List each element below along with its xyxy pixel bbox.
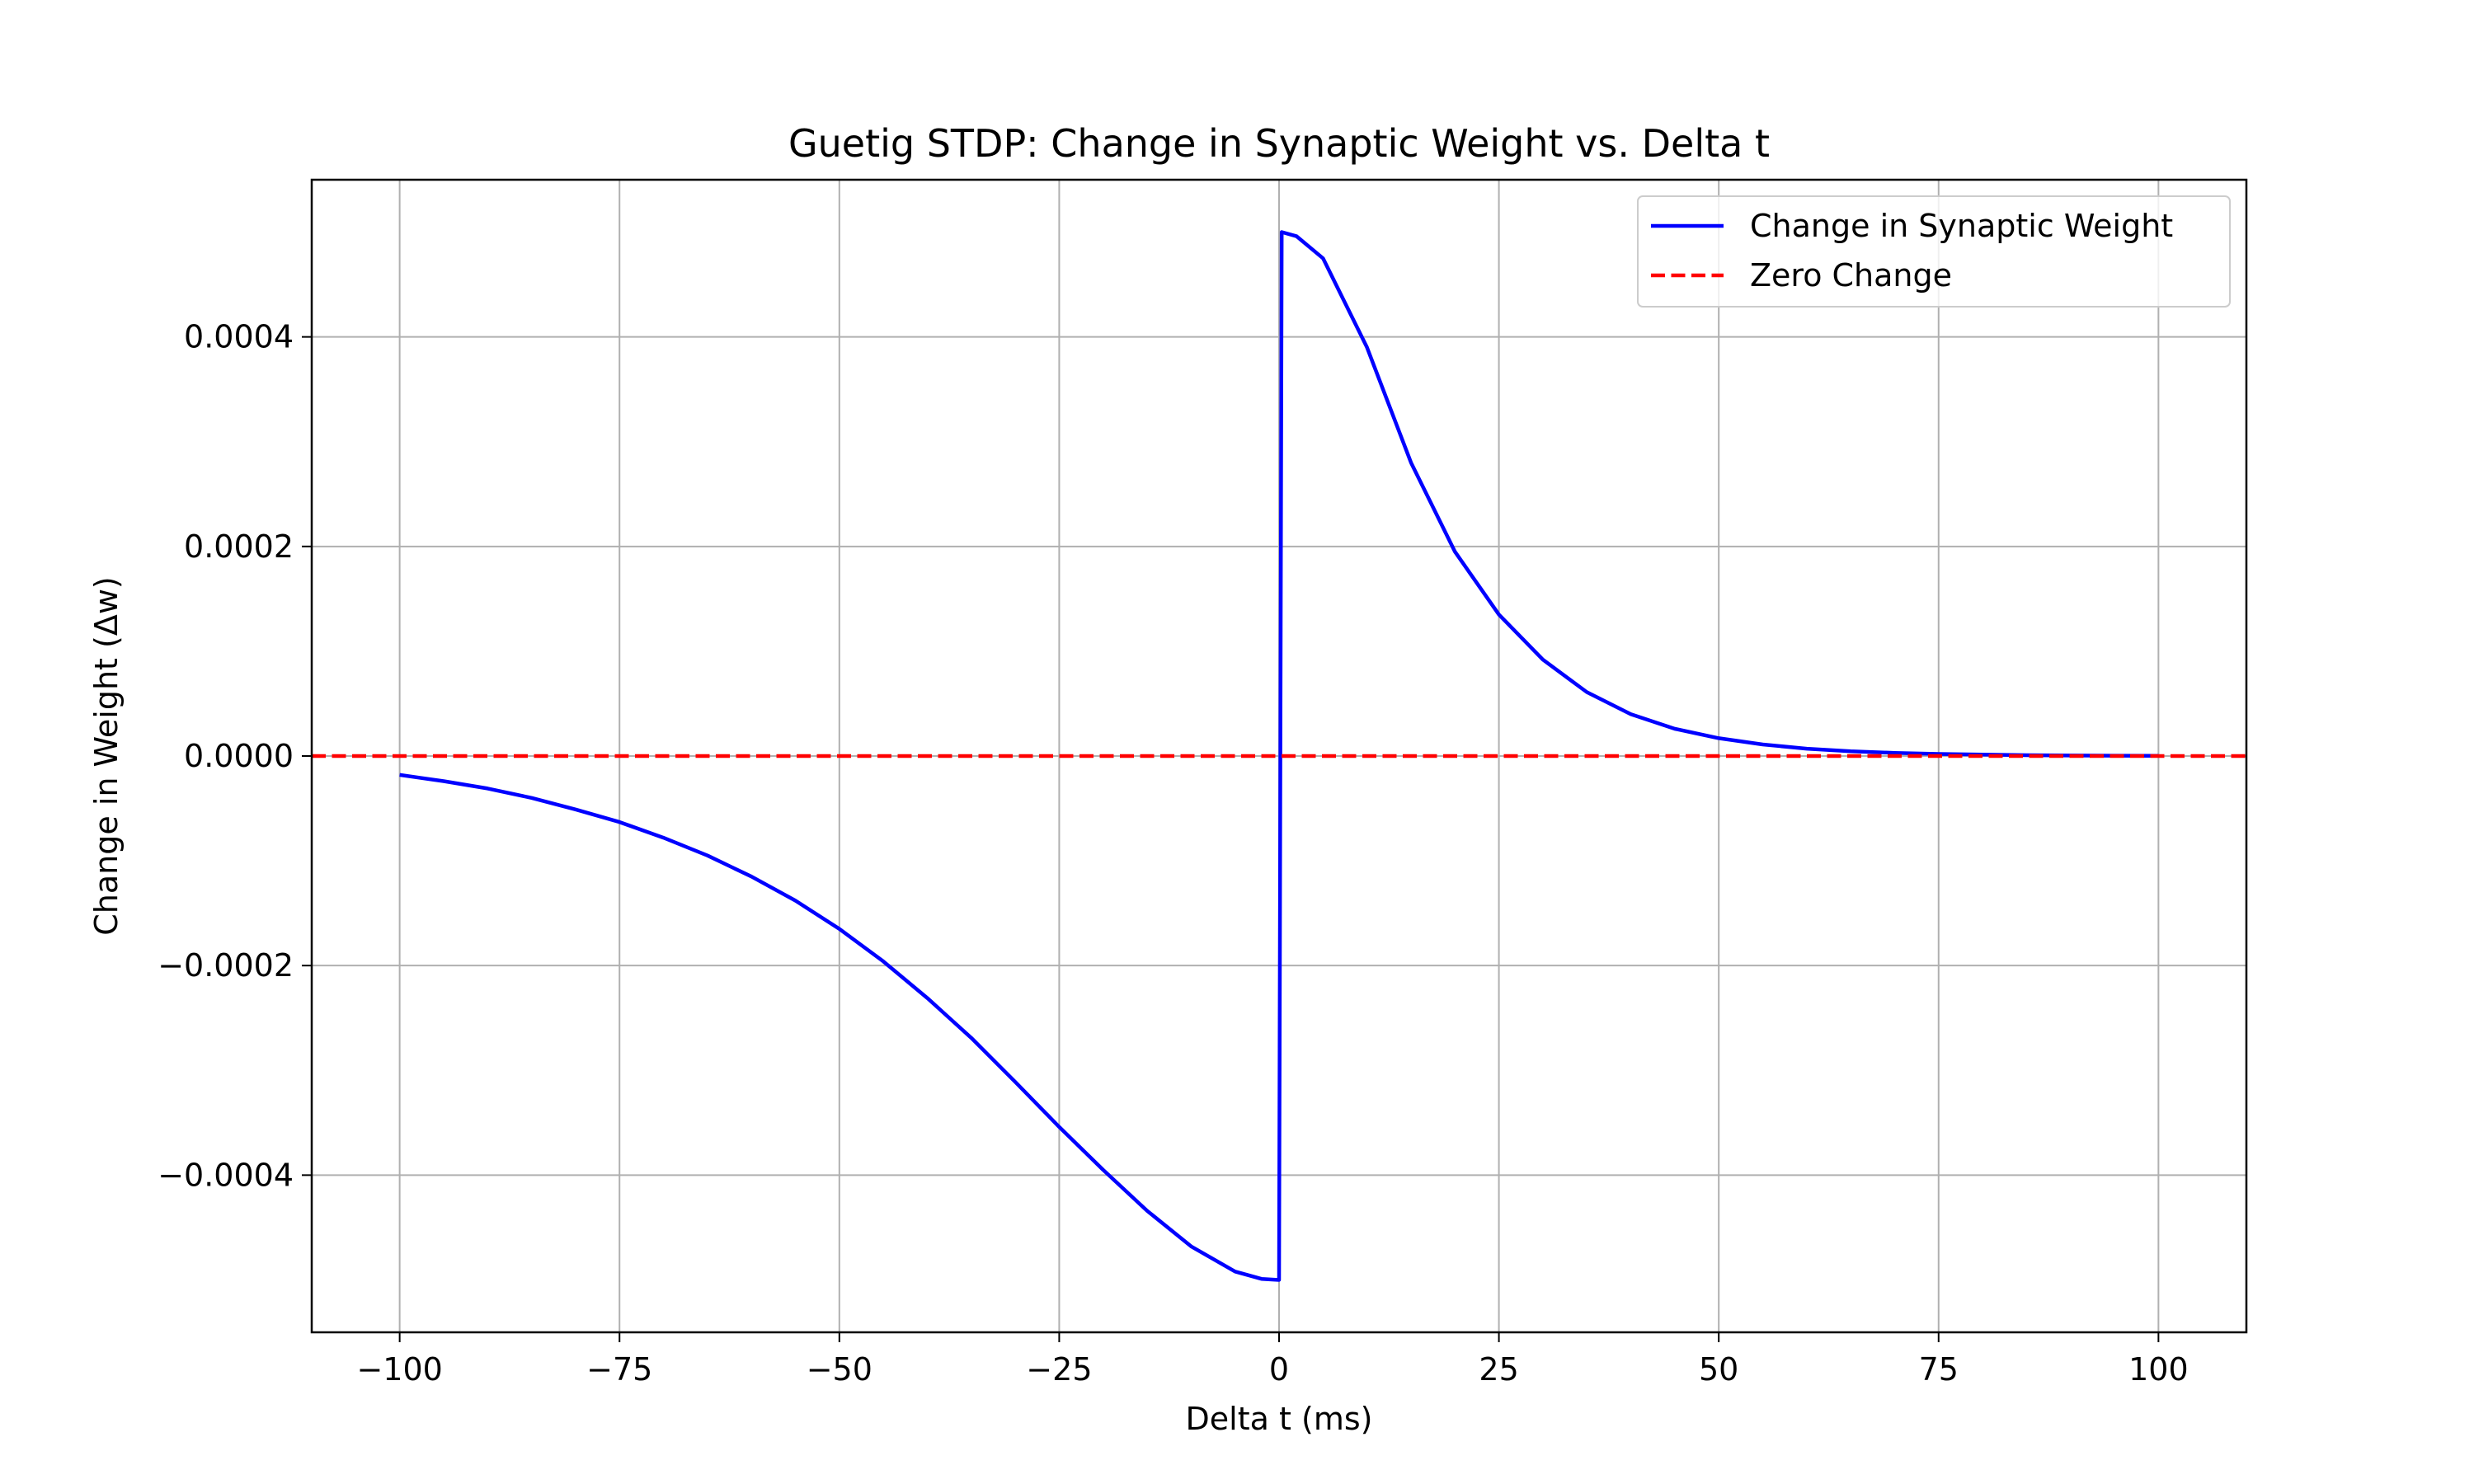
y-tick-label: −0.0004 [158,1157,294,1193]
x-tick-label: −100 [356,1351,442,1388]
x-tick-label: 0 [1269,1351,1289,1388]
x-tick-label: −50 [807,1351,872,1388]
x-tick-label: −25 [1026,1351,1092,1388]
y-tick-label: 0.0002 [184,528,294,565]
series-lines [312,230,2246,1282]
legend-box [1637,195,2231,308]
axis-ticks: −100 −75 −50 −25 0 25 50 75 100 −0.0004 −0.0002 0.0… [158,319,2188,1388]
chart-title: Guetig STDP: Change in Synaptic Weight v… [788,121,1770,166]
y-tick-label: 0.0000 [184,738,294,774]
y-tick-label: 0.0004 [184,319,294,355]
x-tick-label: 75 [1919,1351,1959,1388]
legend: Change in Synaptic Weight Zero Change [1637,195,2231,308]
legend-label-synaptic-weight: Change in Synaptic Weight [1750,208,2173,244]
x-tick-label: 50 [1699,1351,1738,1388]
legend-label-zero-change: Zero Change [1750,257,1952,294]
y-axis-label: Change in Weight (Δw) [88,576,125,935]
y-tick-label: −0.0002 [158,947,294,984]
x-tick-label: −75 [586,1351,652,1388]
series-line-synaptic-weight [399,230,2159,1282]
x-tick-label: 25 [1479,1351,1518,1388]
x-tick-label: 100 [2128,1351,2189,1388]
x-axis-label: Delta t (ms) [1186,1401,1373,1437]
